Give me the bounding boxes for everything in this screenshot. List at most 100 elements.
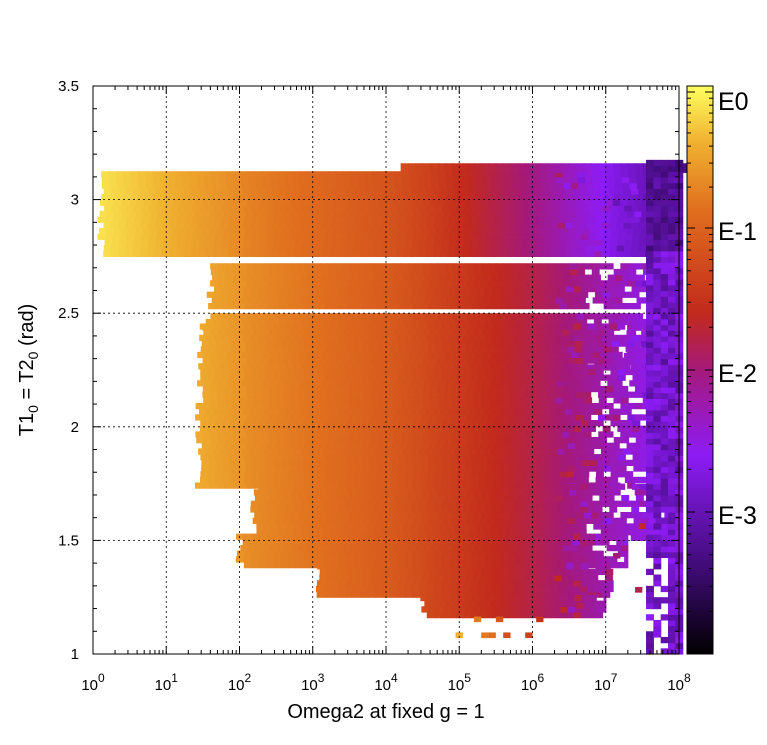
heatmap-cell xyxy=(189,193,198,201)
heatmap-cell xyxy=(382,483,391,490)
heatmap-cell xyxy=(409,297,418,304)
heatmap-cell xyxy=(298,268,307,276)
heatmap-cell xyxy=(353,500,362,507)
heatmap-cell xyxy=(584,171,593,178)
heatmap-cell xyxy=(394,297,403,304)
heatmap-cell xyxy=(422,489,431,496)
heatmap-cell xyxy=(566,368,575,376)
heatmap-cell xyxy=(487,228,496,235)
heatmap-cell xyxy=(558,483,567,490)
heatmap-cell xyxy=(600,351,609,359)
heatmap-cell xyxy=(237,465,246,472)
heatmap-cell xyxy=(431,176,440,184)
heatmap-cell xyxy=(427,419,436,427)
heatmap-cell xyxy=(397,239,406,246)
heatmap-cell xyxy=(364,313,373,320)
heatmap-cell xyxy=(569,494,578,502)
heatmap-cell xyxy=(476,529,485,536)
heatmap-cell xyxy=(262,176,271,184)
heatmap-cell xyxy=(315,448,324,455)
heatmap-cell xyxy=(443,442,452,449)
heatmap-cell xyxy=(239,414,247,421)
heatmap-cell xyxy=(274,465,283,472)
heatmap-cell xyxy=(254,402,263,410)
heatmap-cell xyxy=(174,176,183,184)
heatmap-cell xyxy=(198,250,207,257)
heatmap-cell xyxy=(529,323,538,330)
heatmap-cell xyxy=(393,512,402,519)
heatmap-cell xyxy=(260,459,268,467)
heatmap-cell xyxy=(249,250,258,257)
heatmap-cell xyxy=(535,539,544,546)
heatmap-cell xyxy=(355,210,364,218)
heatmap-cell xyxy=(539,512,548,519)
heatmap-cell xyxy=(128,210,137,218)
heatmap-cell xyxy=(298,494,307,502)
heatmap-cell xyxy=(559,454,568,461)
heatmap-cell xyxy=(514,285,523,293)
heatmap-cell xyxy=(497,274,506,281)
heatmap-cell xyxy=(199,323,208,330)
heatmap-cell xyxy=(367,334,376,342)
heatmap-cell xyxy=(220,448,228,455)
heatmap-cell xyxy=(555,268,564,276)
heatmap-cell xyxy=(261,280,270,287)
heatmap-cell xyxy=(554,313,563,320)
heatmap-cell xyxy=(629,523,638,530)
heatmap-cell xyxy=(436,489,445,496)
heatmap-cell xyxy=(343,176,352,184)
heatmap-cell xyxy=(272,483,281,490)
heatmap-cell xyxy=(287,205,296,212)
heatmap-cell xyxy=(590,357,599,364)
heatmap-cell xyxy=(480,442,488,449)
heatmap-cell xyxy=(249,318,258,326)
heatmap-cell xyxy=(495,402,504,410)
heatmap-cell xyxy=(526,494,534,502)
heatmap-cell xyxy=(457,517,466,524)
heatmap-cell xyxy=(276,263,284,270)
heatmap-cell xyxy=(206,291,215,298)
heatmap-cell xyxy=(410,363,419,370)
heatmap-cell xyxy=(541,297,550,304)
heatmap-cell xyxy=(360,533,369,540)
heatmap-cell xyxy=(115,193,124,201)
heatmap-cell xyxy=(383,216,392,223)
heatmap-cell xyxy=(284,268,293,276)
heatmap-cell xyxy=(289,465,297,472)
heatmap-cell xyxy=(499,222,507,229)
heatmap-cell xyxy=(612,357,621,364)
heatmap-cell xyxy=(486,454,495,461)
heatmap-cell xyxy=(505,363,514,370)
heatmap-cell xyxy=(428,517,437,524)
heatmap-cell xyxy=(434,233,443,240)
heatmap-cell xyxy=(400,414,409,421)
heatmap-cell xyxy=(309,533,318,540)
heatmap-cell xyxy=(196,193,205,201)
heatmap-cell xyxy=(345,334,354,342)
heatmap-cell xyxy=(473,263,482,270)
heatmap-cell xyxy=(220,188,229,195)
heatmap-cell xyxy=(318,459,327,467)
heatmap-cell xyxy=(605,402,614,410)
heatmap-cell xyxy=(422,385,431,393)
heatmap-cell xyxy=(321,182,330,189)
heatmap-cell xyxy=(386,512,394,519)
heatmap-cell xyxy=(313,437,322,444)
heatmap-cell xyxy=(310,302,319,310)
heatmap-cell xyxy=(293,318,302,326)
heatmap-cell xyxy=(295,425,303,432)
heatmap-cell xyxy=(574,302,583,310)
heatmap-cell xyxy=(575,210,584,218)
heatmap-cell xyxy=(534,380,542,387)
heatmap-cell xyxy=(352,222,361,229)
heatmap-cell xyxy=(305,414,313,421)
heatmap-cell xyxy=(313,171,322,178)
heatmap-cell xyxy=(336,380,345,387)
heatmap-cell xyxy=(621,171,630,178)
heatmap-cell xyxy=(236,233,245,240)
heatmap-cell xyxy=(346,550,355,557)
heatmap-cell xyxy=(252,442,261,449)
heatmap-cell xyxy=(341,385,350,393)
heatmap-cell xyxy=(118,222,127,229)
heatmap-cell xyxy=(444,357,453,364)
